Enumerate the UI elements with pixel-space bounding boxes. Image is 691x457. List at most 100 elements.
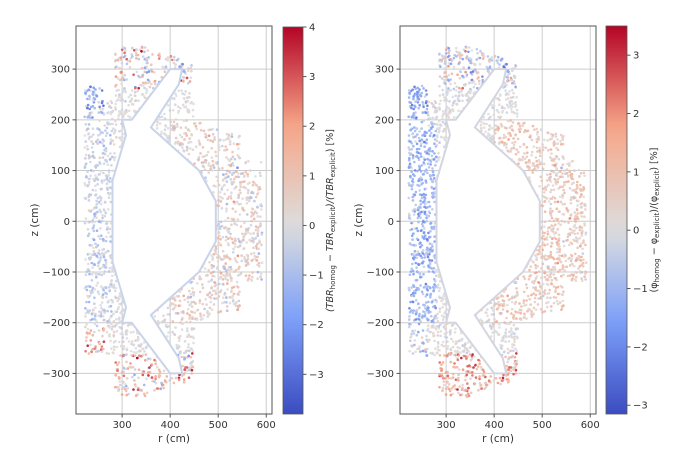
scatter-point bbox=[456, 358, 460, 362]
scatter-point bbox=[133, 94, 137, 98]
scatter-point bbox=[238, 244, 242, 248]
scatter-point bbox=[83, 182, 87, 185]
scatter-point bbox=[531, 164, 534, 167]
scatter-point bbox=[258, 239, 261, 242]
scatter-point bbox=[225, 156, 228, 159]
scatter-point bbox=[184, 90, 187, 93]
scatter-point bbox=[452, 100, 456, 103]
scatter-point bbox=[149, 63, 153, 67]
scatter-point bbox=[223, 300, 226, 304]
scatter-point bbox=[497, 111, 501, 114]
scatter-point bbox=[419, 320, 423, 323]
scatter-point bbox=[190, 310, 194, 314]
scatter-point bbox=[444, 108, 448, 112]
scatter-point bbox=[169, 54, 173, 58]
scatter-point bbox=[554, 286, 558, 290]
scatter-point bbox=[462, 75, 465, 79]
scatter-point bbox=[501, 111, 504, 114]
scatter-point bbox=[447, 89, 451, 92]
scatter-point bbox=[225, 180, 229, 183]
scatter-point bbox=[92, 250, 96, 253]
scatter-point bbox=[455, 103, 459, 106]
scatter-point bbox=[508, 90, 511, 93]
scatter-point bbox=[210, 266, 214, 270]
scatter-point bbox=[205, 274, 208, 277]
scatter-point bbox=[538, 289, 541, 293]
scatter-point bbox=[460, 93, 464, 96]
scatter-point bbox=[482, 370, 486, 374]
scatter-point bbox=[186, 128, 190, 131]
scatter-point bbox=[465, 373, 469, 377]
scatter-point bbox=[418, 271, 422, 275]
scatter-point bbox=[546, 296, 549, 300]
scatter-point bbox=[237, 202, 241, 206]
scatter-point bbox=[145, 71, 149, 74]
scatter-point bbox=[251, 236, 254, 240]
label-subscript: homog bbox=[329, 265, 337, 289]
scatter-point bbox=[259, 222, 262, 225]
scatter-point bbox=[197, 139, 201, 142]
scatter-point bbox=[432, 334, 435, 338]
scatter-point bbox=[231, 162, 234, 165]
scatter-point bbox=[565, 168, 569, 171]
scatter-point bbox=[538, 291, 542, 295]
scatter-point bbox=[231, 299, 235, 303]
scatter-point bbox=[173, 296, 176, 300]
scatter-point bbox=[565, 239, 568, 242]
scatter-point bbox=[558, 268, 562, 272]
scatter-point bbox=[428, 286, 432, 289]
scatter-point bbox=[236, 308, 239, 312]
scatter-point bbox=[119, 145, 122, 149]
scatter-point bbox=[191, 349, 195, 353]
scatter-point bbox=[87, 232, 91, 236]
colorbar-tick-label: 1 bbox=[633, 167, 639, 178]
scatter-point bbox=[88, 252, 91, 256]
scatter-point bbox=[436, 283, 440, 287]
scatter-point bbox=[189, 76, 193, 79]
scatter-point bbox=[107, 173, 110, 177]
scatter-point bbox=[438, 119, 441, 123]
scatter-point bbox=[206, 311, 209, 315]
scatter-point bbox=[425, 308, 429, 312]
scatter-point bbox=[238, 304, 241, 307]
scatter-point bbox=[441, 375, 445, 379]
scatter-point bbox=[128, 116, 132, 119]
scatter-point bbox=[139, 84, 143, 87]
scatter-point bbox=[150, 70, 154, 73]
scatter-point bbox=[523, 312, 526, 316]
scatter-point bbox=[530, 309, 533, 313]
scatter-point bbox=[530, 153, 533, 157]
scatter-point bbox=[126, 387, 130, 390]
scatter-point bbox=[98, 208, 102, 212]
scatter-point bbox=[580, 193, 583, 196]
scatter-point bbox=[497, 127, 500, 130]
scatter-point bbox=[130, 53, 133, 56]
scatter-point bbox=[416, 86, 420, 90]
scatter-point bbox=[166, 335, 169, 338]
scatter-point bbox=[408, 339, 412, 343]
scatter-point bbox=[99, 256, 103, 259]
scatter-point bbox=[86, 309, 89, 312]
scatter-point bbox=[513, 362, 516, 365]
scatter-point bbox=[440, 363, 443, 367]
scatter-point bbox=[481, 322, 485, 325]
scatter-point bbox=[424, 350, 428, 354]
scatter-point bbox=[119, 354, 122, 357]
scatter-point bbox=[414, 299, 418, 302]
scatter-point bbox=[579, 244, 582, 248]
scatter-point bbox=[235, 170, 238, 173]
scatter-point bbox=[428, 149, 432, 152]
scatter-point bbox=[137, 376, 140, 380]
scatter-point bbox=[514, 105, 517, 109]
scatter-point bbox=[541, 195, 545, 198]
scatter-point bbox=[189, 320, 192, 324]
scatter-point bbox=[438, 106, 441, 109]
scatter-point bbox=[506, 360, 509, 364]
scatter-point bbox=[430, 300, 434, 304]
scatter-point bbox=[258, 171, 262, 175]
scatter-point bbox=[505, 364, 508, 368]
scatter-point bbox=[135, 48, 139, 52]
scatter-point bbox=[448, 100, 451, 103]
scatter-point bbox=[506, 351, 510, 355]
scatter-point bbox=[117, 375, 121, 379]
